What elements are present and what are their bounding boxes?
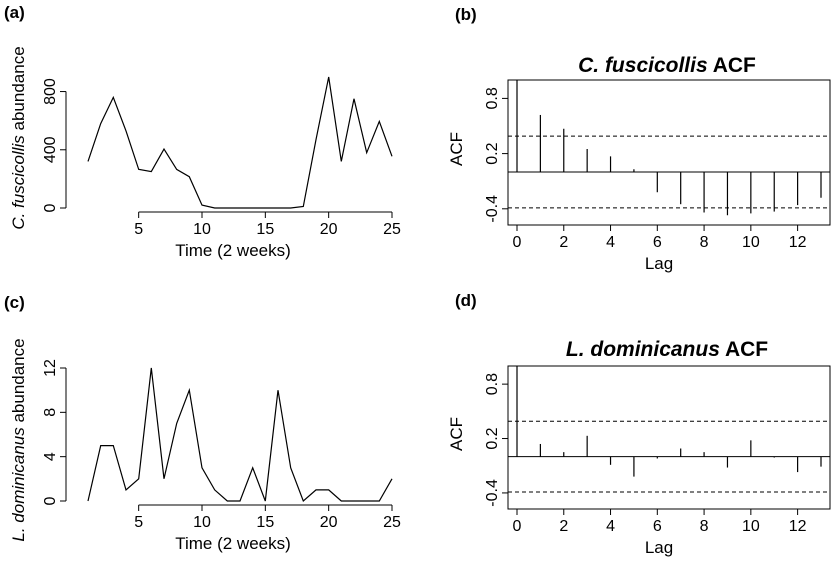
title-rest-d: ACF <box>720 338 768 361</box>
x-tick-label-b: 10 <box>742 234 760 251</box>
ylabel-species-c: L. dominicanus <box>9 427 28 542</box>
x-tick-label-d: 8 <box>700 518 709 535</box>
chart-title-d: L. dominicanus ACF <box>566 338 768 361</box>
x-tick-label-a: 10 <box>193 221 211 238</box>
y-tick-label-d: -0.4 <box>484 479 501 507</box>
x-axis-label-c: Time (2 weeks) <box>175 534 291 553</box>
x-tick-label-a: 20 <box>320 221 338 238</box>
y-tick-label-a: 400 <box>42 136 59 163</box>
x-axis-label-d: Lag <box>645 538 673 557</box>
series-line-c <box>87 367 393 503</box>
ylabel-species-a: C. fuscicollis <box>9 135 28 230</box>
y-tick-label-b: -0.4 <box>484 195 501 223</box>
x-axis-label-b: Lag <box>645 254 673 273</box>
x-tick-label-b: 0 <box>513 234 522 251</box>
chart-c: 5 10 15 20 25 0 4 8 12 Time (2 weeks) <box>42 359 401 553</box>
x-tick-label-d: 2 <box>559 518 568 535</box>
x-tick-label-c: 5 <box>134 514 143 531</box>
y-axis-label-c: L. dominicanus abundance <box>9 338 28 541</box>
plot-frame-b <box>507 79 831 226</box>
y-axis-label-d: ACF <box>447 417 466 451</box>
x-tick-label-d: 10 <box>742 518 760 535</box>
y-tick-label-c: 8 <box>42 408 59 417</box>
panel-tag-b: (b) <box>455 5 477 24</box>
y-tick-label-a: 800 <box>42 78 59 105</box>
title-rest-b: ACF <box>708 54 756 77</box>
x-tick-label-b: 8 <box>700 234 709 251</box>
x-tick-label-d: 12 <box>789 518 807 535</box>
x-tick-label-b: 2 <box>559 234 568 251</box>
x-tick-label-d: 4 <box>606 518 615 535</box>
title-species-d: L. dominicanus <box>566 338 720 361</box>
x-tick-label-a: 15 <box>256 221 274 238</box>
y-tick-label-b: 0.8 <box>484 87 501 109</box>
x-tick-label-d: 6 <box>653 518 662 535</box>
ylabel-rest-a: abundance <box>9 46 28 135</box>
x-tick-label-b: 12 <box>789 234 807 251</box>
x-tick-label-b: 4 <box>606 234 615 251</box>
x-axis-label-a: Time (2 weeks) <box>175 241 291 260</box>
y-tick-label-c: 12 <box>42 359 59 377</box>
y-tick-label-d: 0.2 <box>484 427 501 449</box>
chart-b: 0 2 4 6 8 10 12 -0.4 0.2 0.8 Lag ACF <box>447 79 831 273</box>
series-line-a <box>87 76 393 209</box>
plot-frame-d <box>507 365 831 510</box>
title-species-b: C. fuscicollis <box>578 54 708 77</box>
x-tick-label-c: 25 <box>383 514 401 531</box>
y-tick-label-a: 0 <box>42 203 59 212</box>
y-axis-label-b: ACF <box>447 132 466 166</box>
panel-tag-c: (c) <box>4 293 25 312</box>
x-tick-label-c: 15 <box>256 514 274 531</box>
x-tick-label-d: 0 <box>513 518 522 535</box>
y-tick-label-d: 0.8 <box>484 373 501 395</box>
y-tick-label-c: 4 <box>42 452 59 461</box>
panel-tag-a: (a) <box>4 3 25 22</box>
chart-a: 5 10 15 20 25 0 400 800 Time (2 weeks) <box>42 76 401 260</box>
ylabel-rest-c: abundance <box>9 338 28 427</box>
x-tick-label-a: 5 <box>134 221 143 238</box>
chart-title-b: C. fuscicollis ACF <box>578 54 756 77</box>
y-tick-label-b: 0.2 <box>484 142 501 164</box>
x-tick-label-a: 25 <box>383 221 401 238</box>
chart-d: 0 2 4 6 8 10 12 -0.4 0.2 0.8 Lag ACF <box>447 365 831 557</box>
x-tick-label-c: 10 <box>193 514 211 531</box>
y-axis-label-a: C. fuscicollis abundance <box>9 46 28 229</box>
x-tick-label-b: 6 <box>653 234 662 251</box>
panel-tag-d: (d) <box>455 291 477 310</box>
x-tick-label-c: 20 <box>320 514 338 531</box>
y-tick-label-c: 0 <box>42 496 59 505</box>
